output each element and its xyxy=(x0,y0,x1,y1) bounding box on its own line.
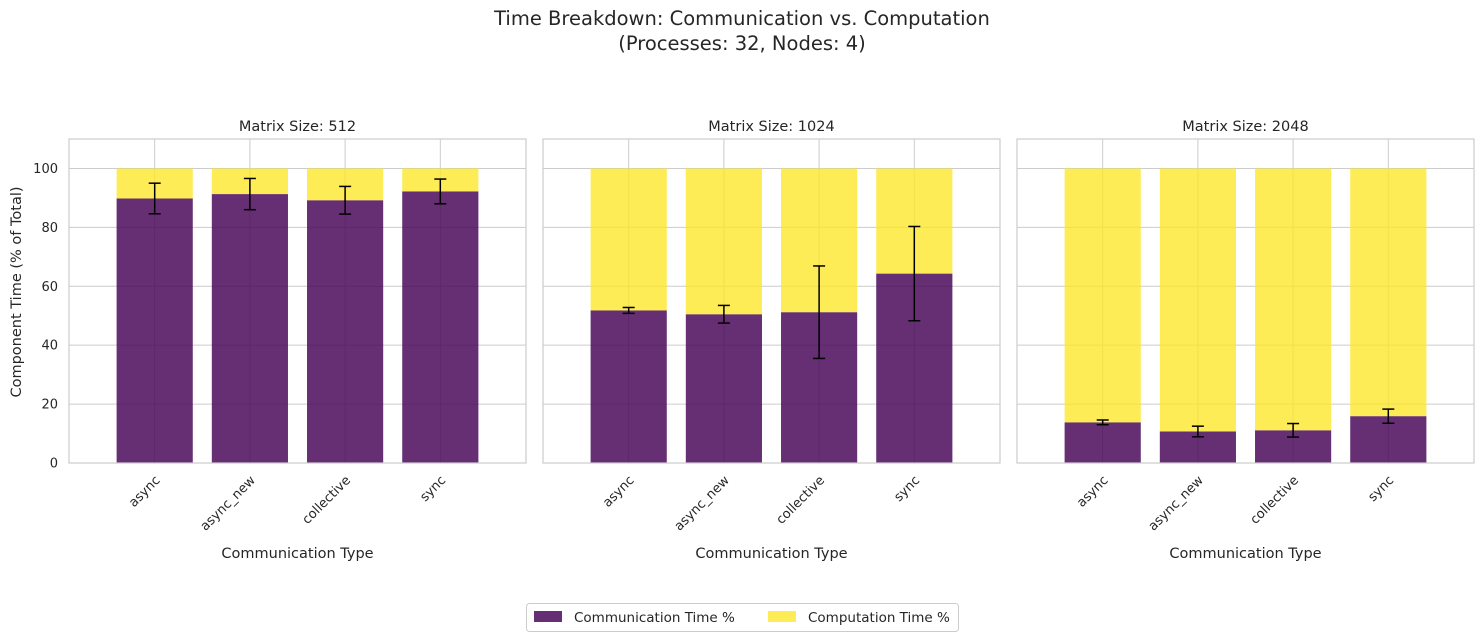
x-tick-label: async xyxy=(600,473,637,510)
x-tick-label: sync xyxy=(417,473,449,505)
legend: Communication Time % Computation Time % xyxy=(526,603,959,632)
subplot-2: Matrix Size: 1024 async async_new collectiv… xyxy=(542,119,1001,562)
legend-swatch-communication xyxy=(534,611,562,622)
subplot-title: Matrix Size: 2048 xyxy=(1182,119,1308,135)
y-tick-label: 100 xyxy=(33,162,58,177)
figure-title-line1: Time Breakdown: Communication vs. Comput… xyxy=(493,7,990,30)
y-tick-label: 40 xyxy=(41,339,58,354)
bar-computation xyxy=(1350,168,1427,417)
bar-communication xyxy=(116,198,193,464)
figure-title-line2: (Processes: 32, Nodes: 4) xyxy=(618,32,866,55)
bar-computation xyxy=(1064,168,1141,423)
x-tick-label: collective xyxy=(300,473,354,527)
subplot-3: Matrix Size: 2048 async async_new collectiv… xyxy=(1016,119,1475,562)
y-tick-label: 60 xyxy=(41,280,58,295)
bar-computation xyxy=(590,168,667,311)
legend-box xyxy=(526,603,959,632)
plot-frame xyxy=(68,138,527,464)
bar-computation xyxy=(1159,168,1236,432)
y-axis-label: Component Time (% of Total) xyxy=(9,186,25,397)
x-tick-label: async_new xyxy=(672,473,733,534)
subplot-1: Matrix Size: 512 0 20 40 60 80 100 async async_n… xyxy=(33,119,527,562)
x-tick-label: sync xyxy=(891,473,923,505)
legend-label-communication: Communication Time % xyxy=(574,610,735,626)
x-axis-label: Communication Type xyxy=(695,546,847,562)
x-tick-label: collective xyxy=(1248,473,1302,527)
bar-communication xyxy=(1064,422,1141,463)
legend-label-computation: Computation Time % xyxy=(808,610,950,626)
bar-communication xyxy=(307,200,384,464)
legend-swatch-computation xyxy=(768,611,796,622)
bar-communication xyxy=(402,191,479,464)
subplots: Matrix Size: 512 0 20 40 60 80 100 async async_n… xyxy=(33,119,1475,562)
y-tick-label: 80 xyxy=(41,221,58,236)
x-tick-label: async_new xyxy=(198,473,259,534)
x-axis-label: Communication Type xyxy=(1169,546,1321,562)
bar-communication xyxy=(590,310,667,463)
x-axis-label: Communication Type xyxy=(221,546,373,562)
x-tick-label: async xyxy=(126,473,163,510)
bar-communication xyxy=(211,194,288,463)
subplot-title: Matrix Size: 1024 xyxy=(708,119,834,135)
bar-computation xyxy=(1255,168,1332,431)
bar-communication xyxy=(685,314,762,463)
y-tick-label: 0 xyxy=(50,457,58,472)
x-tick-label: collective xyxy=(774,473,828,527)
y-tick-label: 20 xyxy=(41,398,58,413)
subplot-title: Matrix Size: 512 xyxy=(239,119,356,135)
x-tick-label: async xyxy=(1074,473,1111,510)
bar-computation xyxy=(685,168,762,315)
x-tick-label: sync xyxy=(1365,473,1397,505)
x-tick-label: async_new xyxy=(1146,473,1207,534)
plot-frame xyxy=(542,138,1001,464)
plot-frame xyxy=(1016,138,1475,464)
